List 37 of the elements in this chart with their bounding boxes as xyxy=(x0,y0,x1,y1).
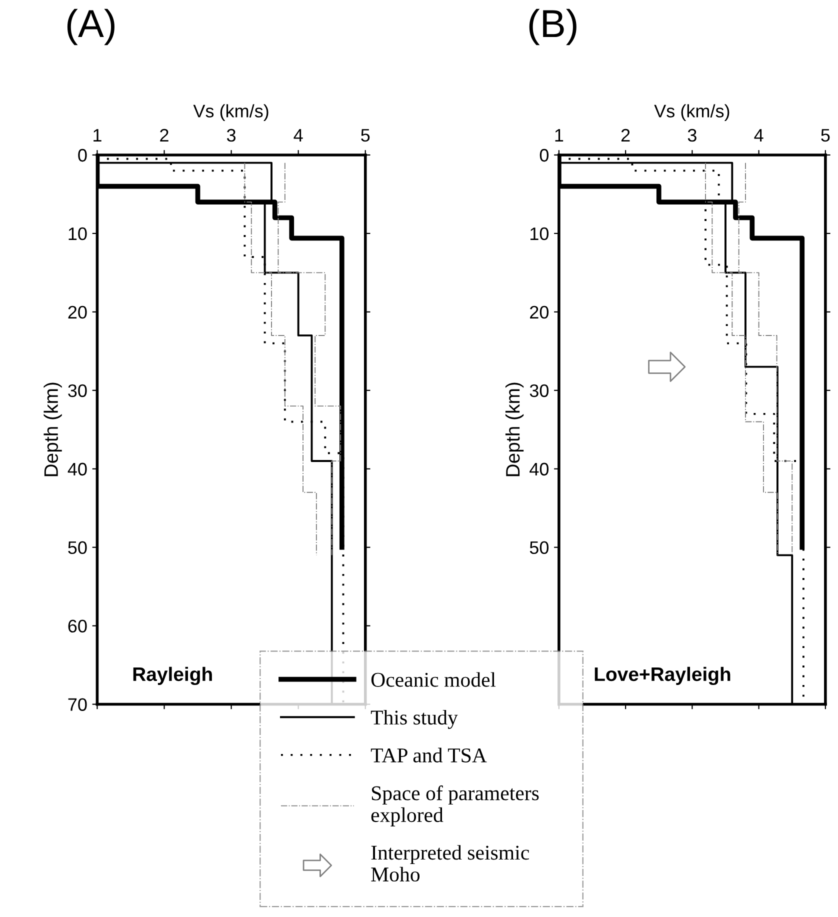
x-tick-label: 5 xyxy=(821,129,830,142)
x-axis-title: Vs (km/s) xyxy=(654,104,730,122)
annotation: Love+Rayleigh xyxy=(594,666,730,686)
y-tick-label: 50 xyxy=(530,541,549,554)
x-tick-label: 2 xyxy=(621,128,630,142)
y-tick-label: 10 xyxy=(530,227,549,240)
y-axis-title: Depth (km) xyxy=(505,382,524,476)
chart-title: (A) xyxy=(67,8,114,46)
x-tick-label: 1 xyxy=(94,129,102,142)
legend-label: Space of parameters explored xyxy=(371,785,539,826)
x-tick-label: 3 xyxy=(688,128,696,142)
y-tick-label: 0 xyxy=(78,148,87,162)
y-tick-label: 60 xyxy=(68,620,87,633)
x-tick-label: 1 xyxy=(555,129,564,142)
y-tick-label: 40 xyxy=(530,462,549,476)
y-axis-title: Depth (km) xyxy=(44,382,62,476)
y-tick-label: 30 xyxy=(68,384,87,398)
chart-title: (B) xyxy=(529,8,576,46)
x-tick-label: 4 xyxy=(294,129,303,142)
x-tick-label: 2 xyxy=(160,128,168,142)
y-tick-label: 0 xyxy=(540,148,549,162)
x-tick-label: 5 xyxy=(361,129,370,142)
annotation: Rayleigh xyxy=(133,666,212,686)
y-tick-label: 10 xyxy=(68,227,87,240)
x-tick-label: 4 xyxy=(754,129,764,142)
y-tick-label: 20 xyxy=(530,306,549,319)
y-tick-label: 20 xyxy=(68,306,87,319)
x-tick-label: 3 xyxy=(226,128,236,142)
legend-label: Oceanic model xyxy=(371,672,496,687)
legend-label: Interpreted seismic Moho xyxy=(371,845,529,882)
y-tick-label: 40 xyxy=(68,462,87,476)
y-tick-label: 50 xyxy=(68,541,87,554)
legend-label: This study xyxy=(370,710,458,729)
y-tick-label: 30 xyxy=(530,384,549,398)
x-axis-title: Vs (km/s) xyxy=(193,104,268,122)
legend-label: TAP and TSA xyxy=(370,748,487,762)
y-tick-label: 70 xyxy=(68,698,87,711)
